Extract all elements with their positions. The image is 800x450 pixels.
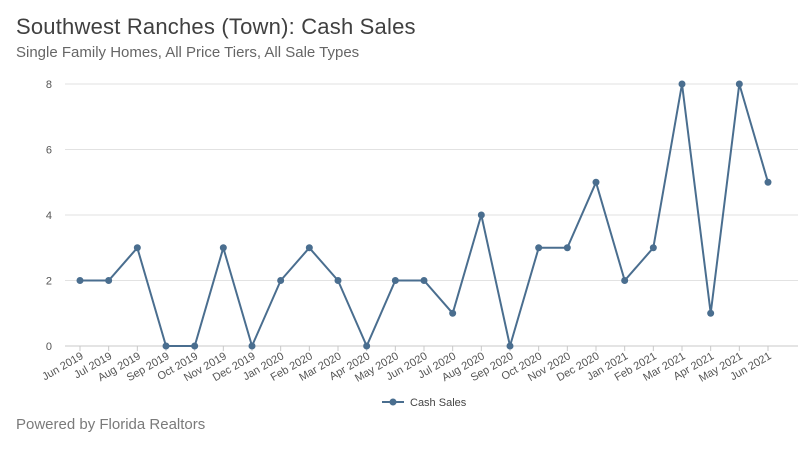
data-point: [535, 244, 543, 252]
data-point: [248, 342, 256, 350]
chart-subtitle: Single Family Homes, All Price Tiers, Al…: [16, 44, 360, 61]
y-tick-label: 0: [46, 341, 52, 353]
data-point: [678, 80, 686, 88]
data-point: [621, 277, 629, 284]
y-tick-label: 4: [46, 210, 52, 222]
data-point: [305, 244, 313, 252]
data-point: [592, 178, 600, 186]
data-point: [506, 342, 514, 350]
legend-label: Cash Sales: [410, 397, 467, 409]
data-point: [735, 80, 743, 88]
y-tick-label: 6: [46, 145, 52, 157]
data-point: [76, 277, 84, 284]
data-point: [420, 277, 428, 284]
data-point: [707, 309, 715, 317]
data-point: [477, 211, 485, 219]
chart-title: Southwest Ranches (Town): Cash Sales: [16, 14, 416, 39]
data-point: [649, 244, 657, 252]
data-point: [162, 342, 170, 350]
data-point: [277, 277, 285, 284]
data-point: [764, 178, 772, 186]
data-point: [191, 342, 199, 350]
data-point: [133, 244, 141, 252]
data-point: [563, 244, 571, 252]
data-point: [334, 277, 342, 284]
data-point: [449, 309, 457, 317]
data-point: [105, 277, 113, 284]
legend-marker: [389, 398, 397, 406]
y-tick-label: 8: [46, 79, 52, 91]
data-point: [391, 277, 399, 284]
powered-by-credit: Powered by Florida Realtors: [16, 416, 206, 433]
data-point: [363, 342, 371, 350]
y-tick-label: 2: [46, 276, 52, 288]
data-point: [219, 244, 227, 252]
